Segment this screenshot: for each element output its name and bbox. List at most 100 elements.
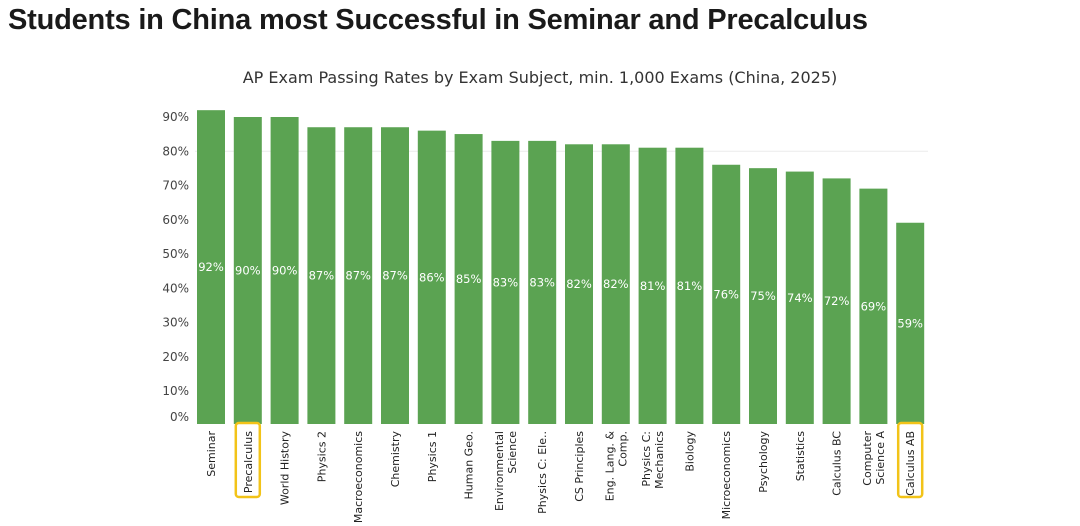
x-tick-label: Computer Science A [861,431,887,486]
bar [197,110,225,424]
x-tick-label-line: Physics C: [640,431,653,487]
x-tick-label-line: Physics C: Ele.. [536,431,549,514]
bar [675,147,704,424]
data-label: 82% [566,277,592,291]
x-tick-label-line: Eng. Lang. & [603,431,616,502]
y-tick-label: 90% [162,110,189,124]
x-tick-label: World History [279,431,292,506]
data-label: 87% [345,269,371,283]
x-tick-label: Calculus AB [904,431,917,496]
x-tick-label: Physics C: Mechanics [640,431,666,489]
bar [749,168,777,424]
x-tick-label-line: Precalculus [242,431,255,493]
x-tick-label-line: Human Geo. [463,431,476,500]
bar [528,140,557,424]
x-tick-label-line: Mechanics [653,431,666,489]
bars: 92% 90% 90% 87% 87% 87% 86% 85% 83% 83% 82% 82% 81% 8… [197,110,925,425]
x-tick-label: Eng. Lang. & Comp. [603,431,629,502]
x-tick-label-line: World History [279,431,292,506]
x-tick-label: Chemistry [389,431,402,488]
data-label: 85% [456,272,482,286]
y-tick-label: 60% [162,213,189,227]
data-label: 87% [382,269,408,283]
bar [491,140,520,424]
bar [601,144,630,425]
x-tick-label: Physics 2 [315,431,328,482]
bar [307,127,336,424]
x-tick-label: Biology [683,431,696,472]
bar [381,127,409,424]
data-label: 69% [861,299,887,313]
x-tick-label: Human Geo. [463,431,476,500]
y-tick-label: 70% [162,179,189,193]
y-tick-label: 20% [162,350,189,364]
y-tick-label: 30% [162,316,189,330]
x-tick-label: Precalculus [242,431,255,493]
x-tick-label-line: CS Principles [573,431,586,502]
x-axis: Seminar Precalculus World History Physics 2… [205,421,924,523]
x-tick-label-line: Environmental [493,431,506,511]
x-tick-label: Microeconomics [720,431,733,520]
bar [344,127,373,424]
x-tick-label-line: Seminar [205,431,218,477]
headline: Students in China most Successful in Sem… [8,4,868,36]
data-label: 59% [897,316,923,330]
bar [712,164,741,424]
chart-title: AP Exam Passing Rates by Exam Subject, m… [242,68,838,87]
bar [785,171,814,424]
x-tick-label: Calculus BC [831,431,844,496]
x-tick-label-line: Biology [683,431,696,472]
x-tick-label-line: Statistics [794,431,807,482]
y-tick-label: 10% [162,384,189,398]
x-tick-label-line: Science A [874,431,887,485]
x-tick-label-line: Macroeconomics [352,431,365,523]
data-label: 90% [235,264,261,278]
x-tick-label-line: Psychology [757,431,770,493]
bar [233,117,262,424]
data-label: 81% [640,279,666,293]
x-tick-label-line: Science [506,431,519,474]
data-label: 92% [198,260,224,274]
bar [565,144,593,425]
highlight-box [234,421,262,499]
x-tick-label-line: Computer [861,431,874,486]
x-tick-label: Physics 1 [426,431,439,482]
x-tick-label: Seminar [205,431,218,477]
bar [638,147,667,424]
data-label: 86% [419,270,445,284]
x-tick-label-line: Physics 2 [315,431,328,482]
y-tick-label: 0% [170,410,189,424]
x-tick-label-line: Microeconomics [720,431,733,520]
data-label: 82% [603,277,629,291]
data-label: 74% [787,291,813,305]
x-tick-label: Psychology [757,431,770,493]
bar [859,188,888,424]
bar [896,222,925,424]
x-tick-label: Statistics [794,431,807,482]
data-label: 75% [750,289,776,303]
highlight-box [896,421,924,499]
x-tick-label-line: Calculus AB [904,431,917,496]
x-tick-label: CS Principles [573,431,586,502]
data-label: 90% [272,264,298,278]
x-tick-label-line: Physics 1 [426,431,439,482]
bar [417,130,446,424]
data-label: 76% [713,287,739,301]
x-tick-label: Physics C: Ele.. [536,431,549,514]
y-tick-label: 40% [162,281,189,295]
y-axis: 0% 10% 20% 30% 40% 50% 60% 70% 80% 90% [162,110,189,424]
data-label: 83% [529,275,555,289]
y-tick-label: 50% [162,247,189,261]
x-tick-label: Environmental Science [493,431,519,511]
y-tick-label: 80% [162,144,189,158]
x-tick-label-line: Chemistry [389,431,402,488]
data-label: 87% [309,269,335,283]
bar [822,178,851,424]
data-label: 72% [824,294,850,308]
data-label: 81% [677,279,703,293]
x-tick-label-line: Calculus BC [831,431,844,496]
x-tick-label: Macroeconomics [352,431,365,523]
x-tick-label-line: Comp. [616,431,629,467]
bar [270,117,299,424]
